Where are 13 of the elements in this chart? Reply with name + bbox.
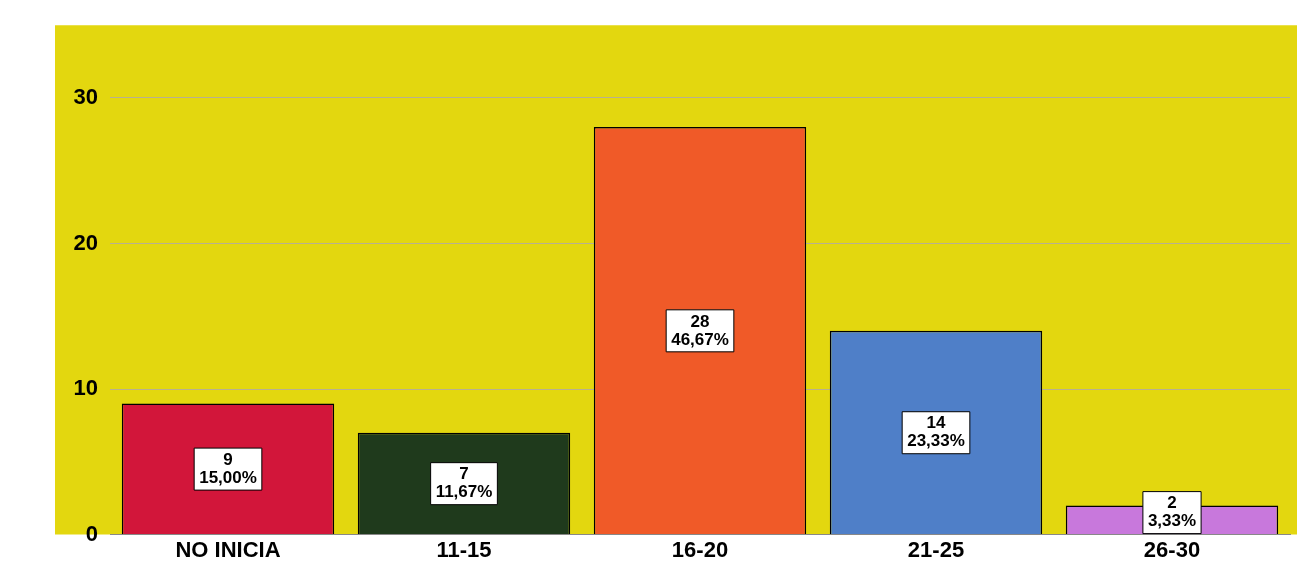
x-tick-label: 11-15 (436, 536, 492, 562)
data-label: 9 15,00% (199, 449, 257, 487)
x-tick-label: 16-20 (671, 536, 729, 562)
data-label: 28 46,67% (671, 311, 729, 349)
x-tick-label: NO INICIA (175, 536, 281, 562)
y-tick-label: 20 (73, 229, 98, 255)
data-label: 2 3,33% (1147, 493, 1197, 531)
y-tick-label: 30 (73, 84, 98, 110)
x-tick-label: 26-30 (1143, 536, 1201, 562)
data-label: 14 23,33% (907, 413, 965, 451)
x-tick-label: 21-25 (907, 536, 965, 562)
data-label: 7 11,67% (435, 464, 493, 502)
y-tick-label: 10 (73, 375, 98, 401)
